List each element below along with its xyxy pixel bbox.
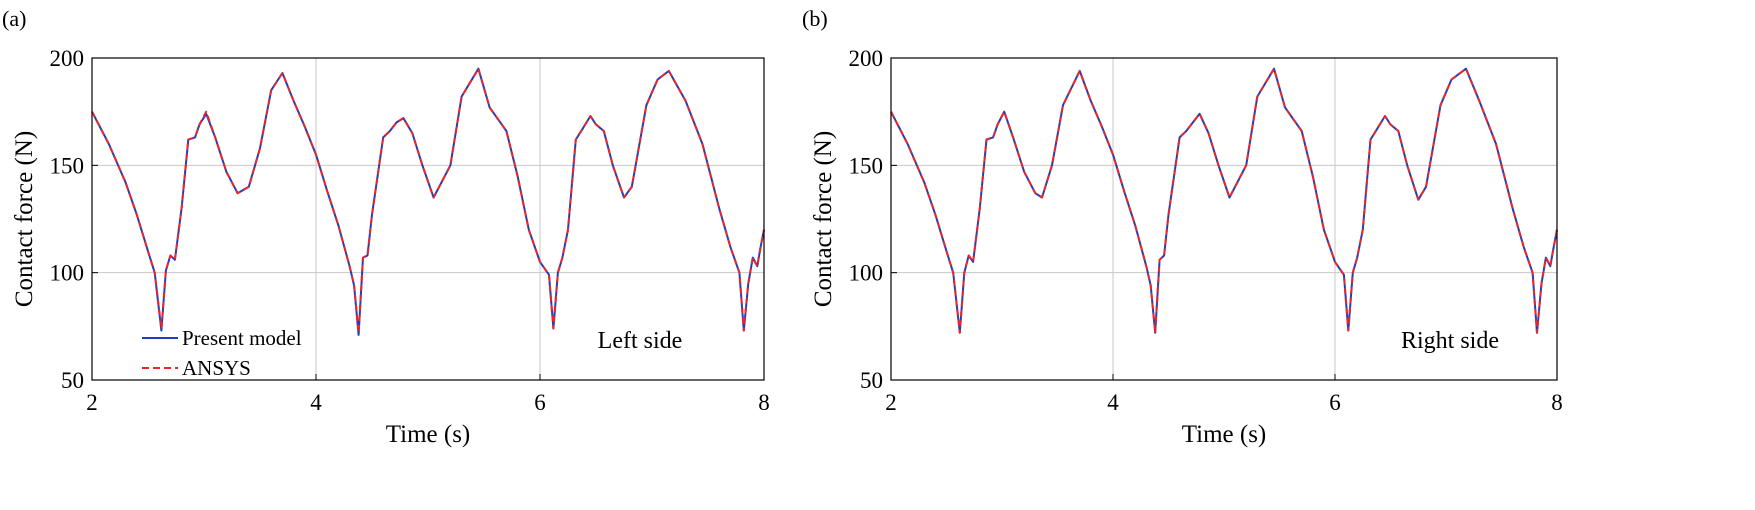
y-axis-label-b: Contact force (N) [810,131,837,307]
ticks-b: 2 4 6 8 50 100 150 200 [849,46,1563,415]
x-tick-label: 8 [1551,390,1563,415]
y-tick-label: 200 [849,46,884,71]
series-line-present-model [890,67,1558,334]
series-line-present-model [91,67,765,336]
panel-label-a: (a) [2,6,26,31]
y-tick-label: 200 [50,46,85,71]
panel-a: (a) 2 4 6 8 50 100 150 200 Time (s) Contact for… [2,6,770,448]
panel-label-b: (b) [802,6,828,31]
y-tick-label: 150 [849,153,884,178]
x-tick-label: 2 [86,390,98,415]
annotation-right-side: Right side [1401,328,1499,354]
ticks-a: 2 4 6 8 50 100 150 200 [50,46,770,415]
plot-frame-a [91,57,765,381]
y-axis-label-a: Contact force (N) [11,131,38,307]
x-tick-label: 6 [534,390,546,415]
legend-entry-ansys: ANSYS [182,356,251,380]
y-tick-label: 100 [50,261,85,286]
series-b [890,67,1558,334]
series-line-ansys [890,67,1558,334]
plot-frame-b [890,57,1558,381]
x-tick-label: 6 [1329,390,1341,415]
grid-a [92,58,764,380]
annotation-left-side: Left side [598,328,683,354]
y-tick-label: 50 [860,368,883,393]
x-tick-label: 4 [310,390,322,415]
legend-entry-present-model: Present model [182,326,302,350]
x-tick-label: 4 [1107,390,1119,415]
grid-b [891,58,1557,380]
x-tick-label: 8 [758,390,770,415]
y-tick-label: 150 [50,153,85,178]
y-tick-label: 100 [849,261,884,286]
x-tick-label: 2 [885,390,897,415]
legend: Present model ANSYS [142,326,302,380]
panel-b: (b) 2 4 6 8 50 100 150 200 Time (s) Contact for… [802,6,1563,448]
x-axis-label-a: Time (s) [386,421,471,448]
series-line-ansys [91,67,765,334]
series-a [91,67,765,336]
x-axis-label-b: Time (s) [1182,421,1267,448]
y-tick-label: 50 [61,368,84,393]
